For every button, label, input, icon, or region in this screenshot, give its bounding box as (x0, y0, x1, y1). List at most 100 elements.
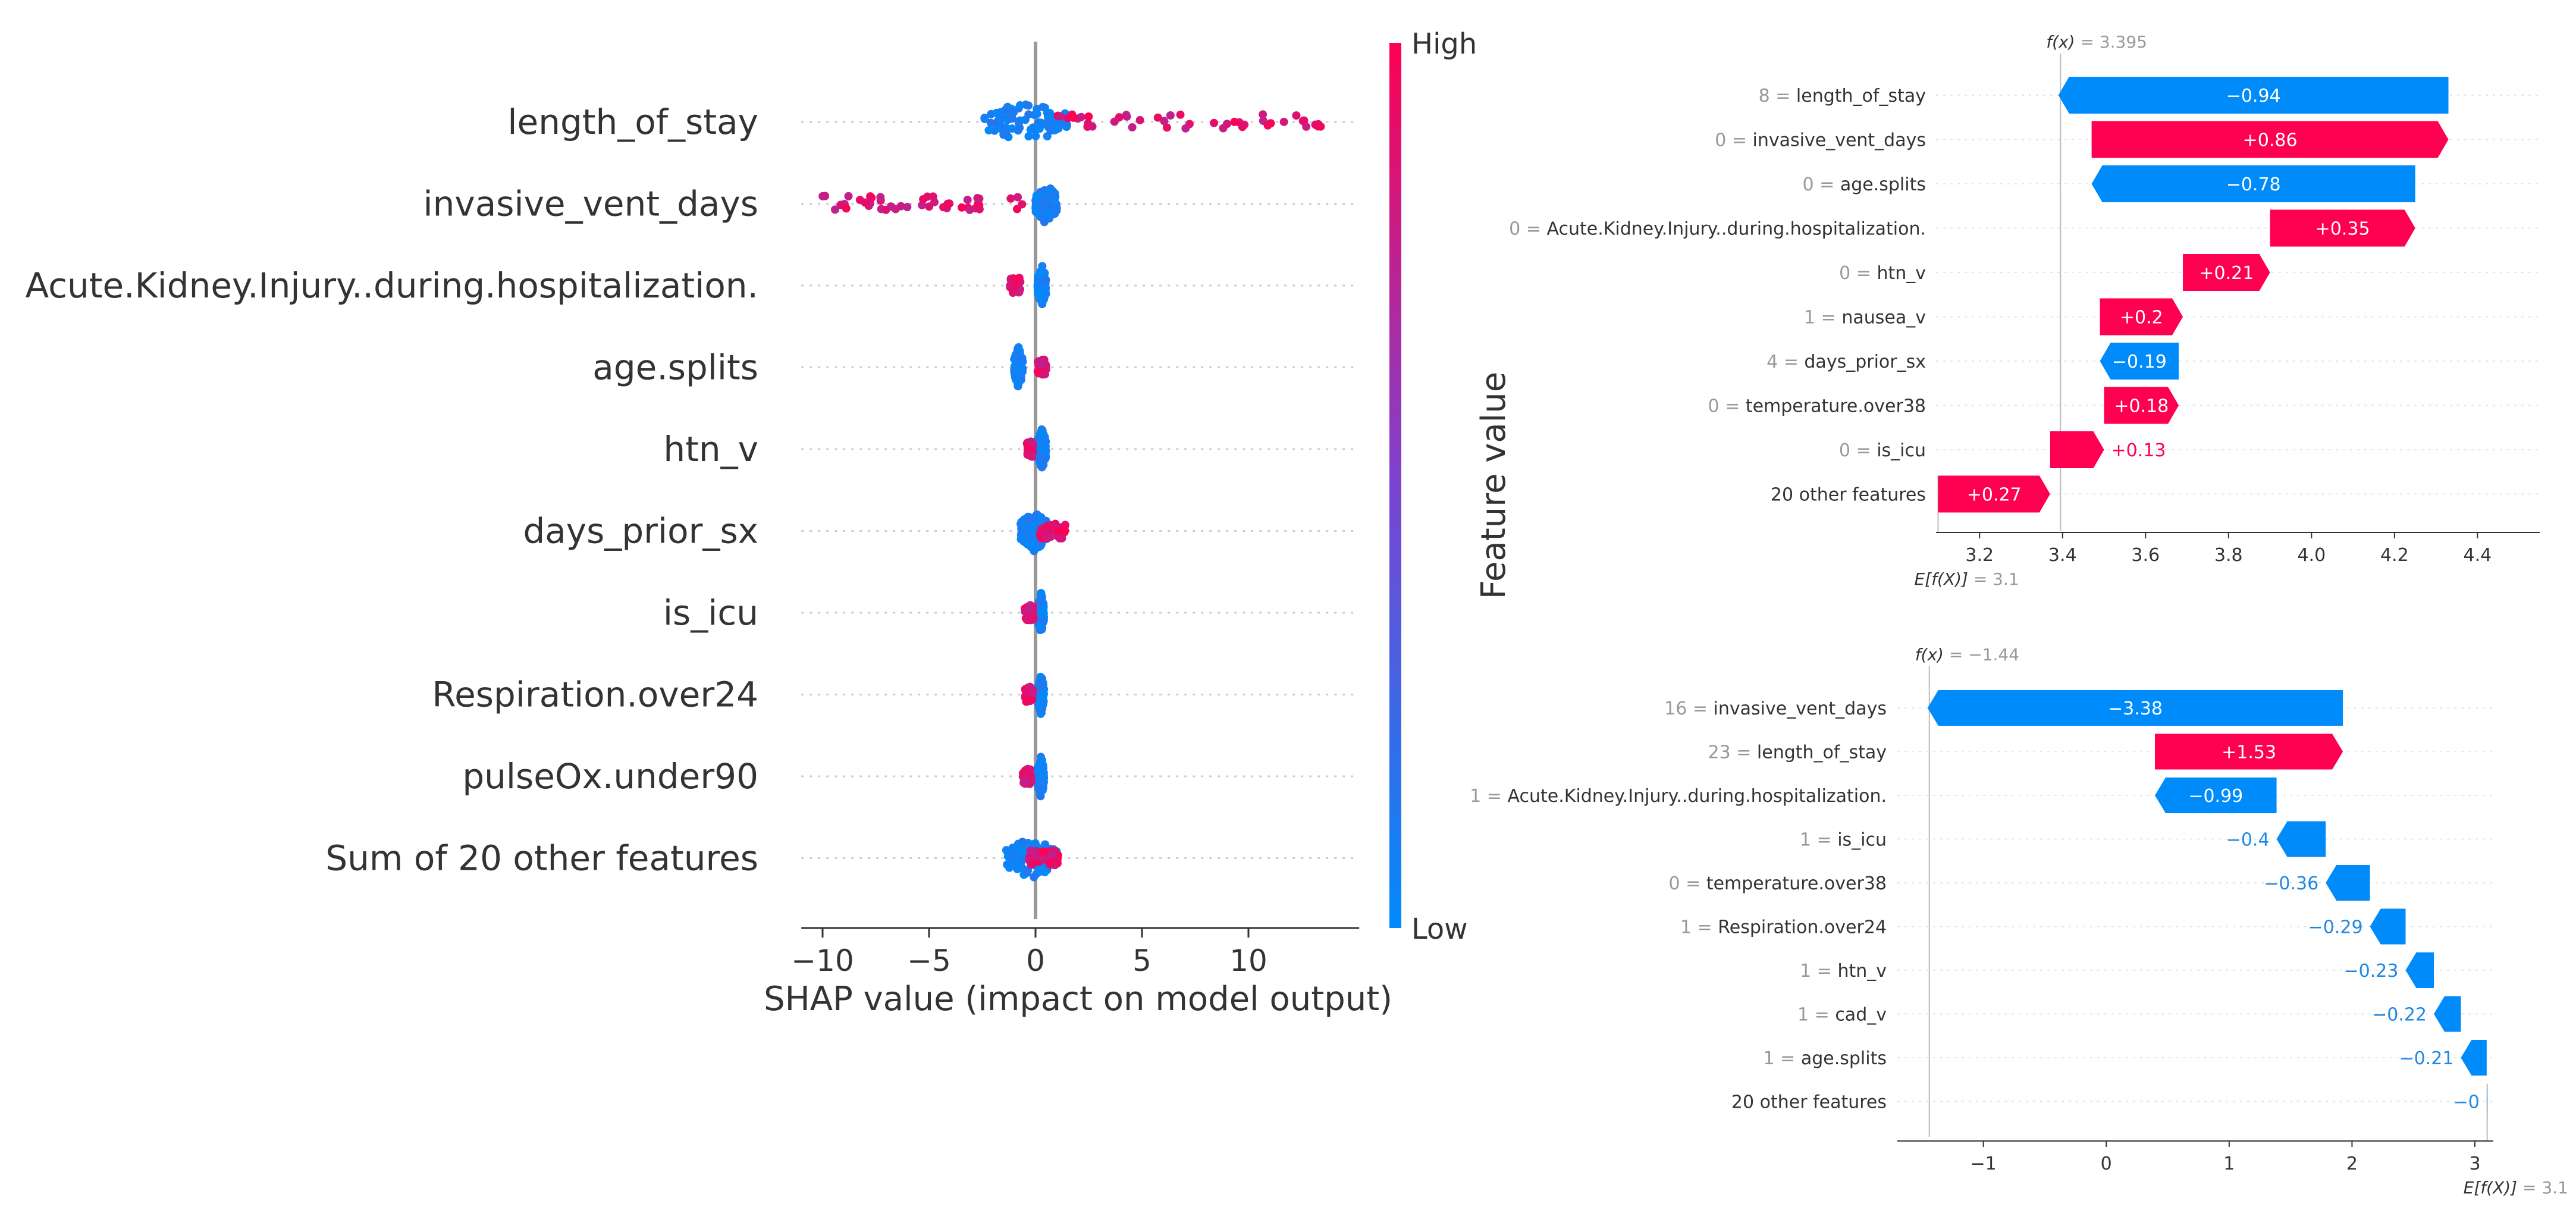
shap-point (1259, 110, 1267, 119)
shap-point (1263, 121, 1272, 130)
positive-bar (2270, 209, 2415, 247)
shap-point (1020, 778, 1029, 786)
shap-point (1015, 362, 1024, 371)
feature-label: pulseOx.under90 (462, 756, 758, 797)
shap-point (1176, 110, 1185, 119)
bar-value-label: +0.18 (2114, 396, 2169, 417)
x-tick-label: 3.8 (2214, 545, 2243, 566)
row-label: 0 = Acute.Kidney.Injury..during.hospital… (1509, 219, 1926, 240)
shap-point (1210, 118, 1219, 127)
shap-point (1045, 112, 1054, 121)
feature-dots (1016, 510, 1069, 556)
shap-point (1018, 518, 1027, 527)
efx-value: = 3.1 (2517, 1178, 2568, 1198)
row-label: 0 = temperature.over38 (1669, 873, 1887, 894)
feature-value: 1 (1470, 786, 1481, 807)
efx-symbol: E[f(X)] (1914, 569, 1968, 589)
feature-value: 0 (1839, 263, 1850, 284)
x-tick-label: 1 (2223, 1153, 2235, 1174)
feature-value: 4 (1767, 352, 1778, 372)
shap-point (1122, 112, 1131, 121)
shap-point (1036, 515, 1045, 524)
row-label: 1 = age.splits (1764, 1048, 1887, 1069)
beeswarm-plot: length_of_stay invasive_vent_days Acute.Ki… (25, 27, 1513, 1018)
equals-sign: = (1720, 396, 1746, 417)
shap-point (1030, 858, 1038, 867)
equals-sign: = (1850, 263, 1877, 284)
row-label: 4 = days_prior_sx (1767, 352, 1926, 372)
equals-sign: = (1692, 917, 1718, 938)
shap-point (1054, 124, 1063, 133)
bar-value-label: +0.2 (2120, 308, 2163, 328)
row-label: 0 = invasive_vent_days (1715, 130, 1926, 151)
bar-value-label: −0.19 (2112, 352, 2167, 372)
shap-point (1052, 856, 1060, 865)
feature-dots (1021, 672, 1049, 718)
shap-point (1057, 533, 1066, 542)
efx-symbol: E[f(X)] (2464, 1178, 2517, 1198)
shap-point (1015, 116, 1024, 125)
feature-name: is_icu (1837, 830, 1887, 851)
x-tick-label: 0 (1026, 943, 1045, 978)
feature-name: htn_v (1877, 263, 1926, 284)
row-label: 20 other features (1731, 1092, 1887, 1113)
bar-value-label: −0 (2453, 1092, 2480, 1113)
shap-point (876, 193, 885, 202)
shap-point (1018, 838, 1027, 847)
shap-point (1069, 113, 1078, 122)
shap-point (919, 195, 928, 203)
fx-value: = 3.395 (2075, 32, 2147, 52)
bar-value-label: +0.13 (2111, 440, 2166, 461)
equals-sign: = (1811, 961, 1837, 982)
shap-point (1006, 194, 1015, 203)
row-label: 1 = nausea_v (1804, 308, 1926, 328)
shap-point (1038, 102, 1047, 111)
equals-sign: = (1850, 440, 1877, 461)
equals-sign: = (1687, 698, 1713, 719)
bar-value-label: −0.4 (2226, 830, 2270, 851)
row-label: 1 = Respiration.over24 (1680, 917, 1887, 938)
shap-point (1002, 846, 1011, 855)
shap-point (1037, 361, 1046, 369)
colorbar-low-label: Low (1411, 913, 1468, 946)
feature-value: 0 (1839, 440, 1850, 461)
positive-bar (1938, 475, 2050, 513)
positive-bar (2183, 254, 2270, 291)
feature-name: age.splits (1840, 174, 1926, 195)
feature-label: Acute.Kidney.Injury..during.hospitalizat… (25, 265, 758, 306)
waterfall-plot-top: 8 = length_of_stay −0.94 0 = invasive_vent… (1509, 32, 2540, 589)
negative-bar (1927, 690, 2343, 726)
fx-symbol: f(x) (1915, 645, 1944, 664)
shap-point (1135, 115, 1144, 124)
row-label: 1 = Acute.Kidney.Injury..during.hospital… (1470, 786, 1887, 807)
fx-value: = −1.44 (1944, 645, 2019, 664)
shap-point (1021, 607, 1030, 616)
row-label: 8 = length_of_stay (1759, 86, 1926, 106)
bar-value-label: −0.23 (2344, 961, 2399, 982)
equals-sign: = (1481, 786, 1507, 807)
shap-point (1030, 873, 1038, 882)
positive-bar (2155, 733, 2343, 770)
feature-name: is_icu (1877, 440, 1926, 461)
row-label: 0 = temperature.over38 (1708, 396, 1926, 417)
shap-point (1027, 613, 1036, 622)
shap-point (1222, 120, 1231, 128)
feature-label: invasive_vent_days (423, 184, 759, 224)
shap-point (1077, 112, 1085, 121)
negative-bar (2326, 865, 2370, 901)
shap-point (1166, 111, 1175, 120)
feature-name: Respiration.over24 (1718, 917, 1887, 938)
negative-bar (2276, 821, 2326, 857)
feature-dots (1021, 589, 1049, 635)
x-tick-label: −5 (907, 943, 951, 978)
bar-value-label: −0.36 (2264, 873, 2318, 894)
shap-point (1043, 534, 1052, 543)
shap-point (1230, 117, 1239, 126)
shap-point (1038, 446, 1047, 454)
shap-point (1162, 123, 1171, 132)
bar-value-label: +0.21 (2199, 263, 2254, 284)
feature-label: length_of_stay (507, 102, 758, 142)
shap-point (965, 205, 974, 214)
shap-point (1034, 278, 1043, 287)
